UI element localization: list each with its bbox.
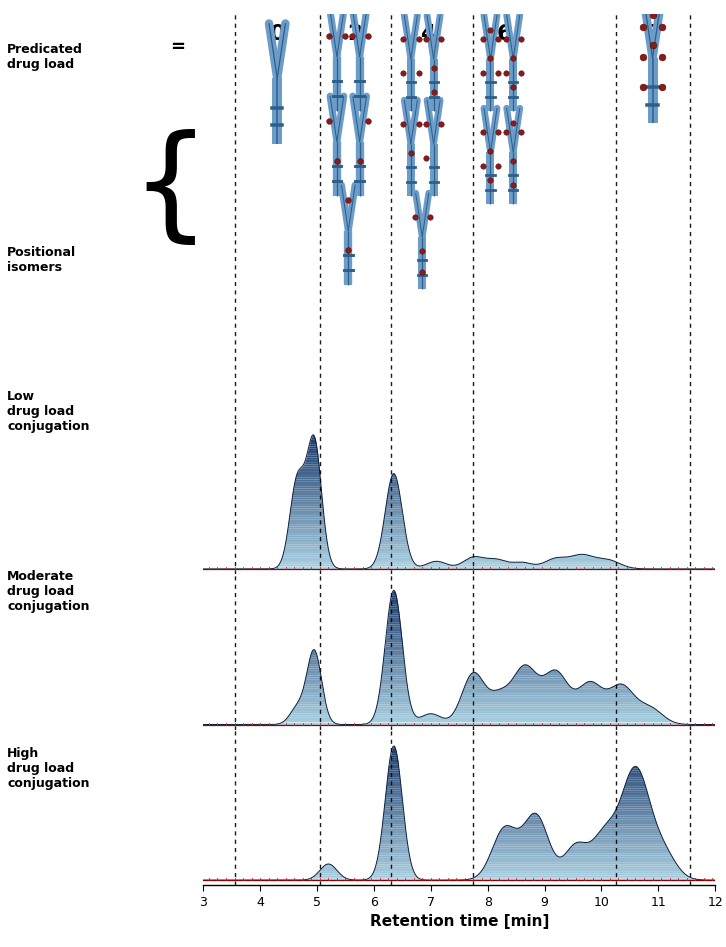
- Text: Predicated
drug load: Predicated drug load: [7, 43, 83, 71]
- Text: Positional
isomers: Positional isomers: [7, 246, 76, 275]
- Text: Moderate
drug load
conjugation: Moderate drug load conjugation: [7, 570, 90, 614]
- X-axis label: Retention time [min]: Retention time [min]: [370, 915, 549, 929]
- Text: =: =: [171, 38, 185, 56]
- Text: 8: 8: [645, 25, 661, 45]
- Text: 4: 4: [420, 25, 436, 45]
- Text: 2: 2: [348, 25, 363, 45]
- Text: 0: 0: [269, 25, 285, 45]
- Text: {: {: [131, 129, 211, 250]
- Text: High
drug load
conjugation: High drug load conjugation: [7, 747, 90, 791]
- Text: 6: 6: [497, 25, 513, 45]
- Text: Low
drug load
conjugation: Low drug load conjugation: [7, 390, 90, 434]
